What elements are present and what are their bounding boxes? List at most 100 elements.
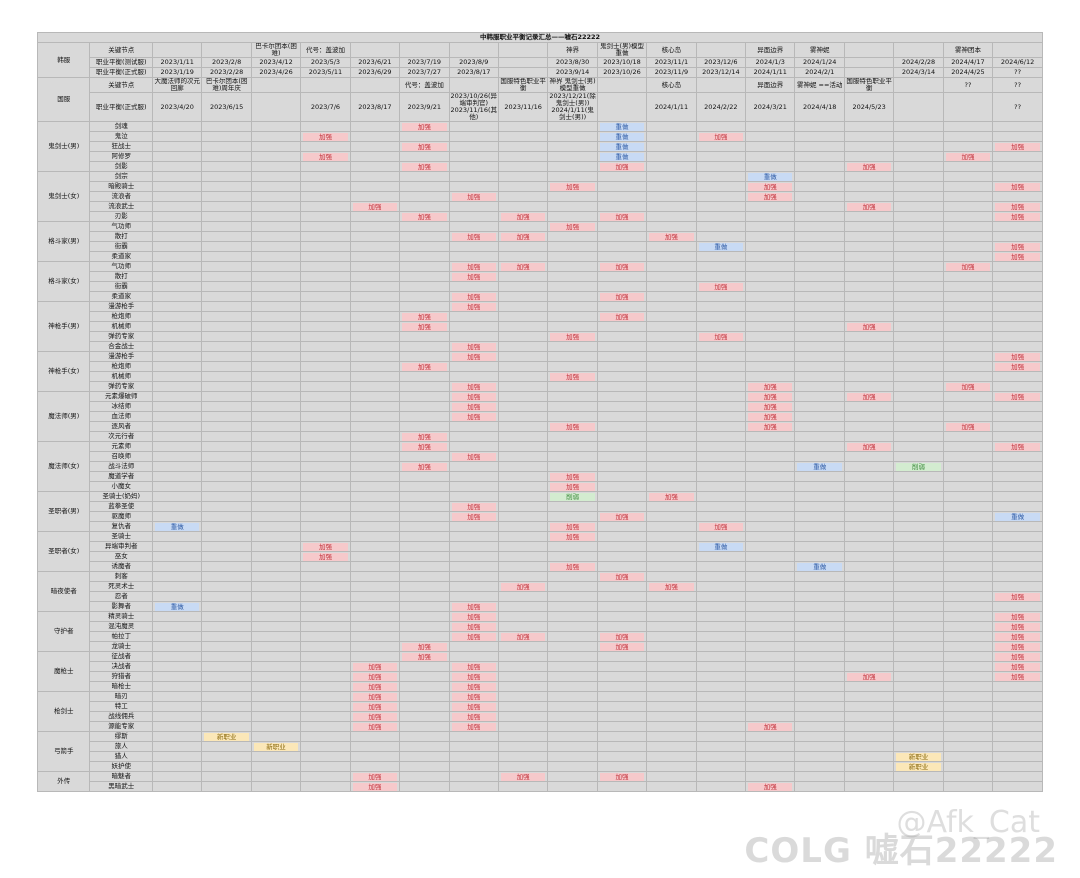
change-cell: [893, 131, 944, 142]
change-badge-buff: 加强: [846, 442, 892, 451]
change-cell: [794, 471, 845, 482]
change-cell: [448, 281, 499, 292]
change-cell: [349, 741, 401, 752]
change-badge-new: 新职业: [204, 732, 249, 741]
change-badge-buff: 加强: [748, 382, 793, 391]
table-row: 散打 加强: [38, 271, 1043, 282]
change-cell: 加强: [992, 591, 1043, 602]
change-cell: [300, 211, 351, 222]
change-cell: [596, 621, 648, 632]
change-badge-buff: 加强: [846, 392, 892, 401]
table-row: 流浪者 加强 加强: [38, 191, 1043, 202]
korea-test-cell: 2023/5/3: [300, 57, 351, 68]
change-badge-buff: 加强: [599, 572, 645, 581]
change-cell: [300, 381, 351, 392]
change-cell: [695, 221, 747, 232]
korea-node-cell: [349, 42, 401, 58]
change-cell: [300, 471, 351, 482]
table-row: 弹药专家 加强 加强 加强: [38, 381, 1043, 392]
change-cell: [942, 391, 994, 402]
change-cell: [893, 601, 944, 612]
change-cell: [497, 651, 549, 662]
change-cell: [300, 591, 351, 602]
change-cell: 加强: [448, 411, 499, 422]
change-cell: [843, 521, 895, 532]
table-row: 特工 加强 加强: [38, 701, 1043, 712]
change-cell: [300, 671, 351, 682]
change-cell: [646, 411, 697, 422]
change-cell: [399, 391, 450, 402]
table-row: 旅人 新职业: [38, 741, 1043, 752]
change-cell: [695, 381, 747, 392]
change-cell: [201, 711, 252, 722]
job-name: 柔道家: [89, 291, 153, 302]
change-cell: [151, 451, 203, 462]
change-cell: [497, 361, 549, 372]
change-cell: [547, 771, 598, 782]
change-cell: [151, 121, 203, 132]
change-cell: [596, 371, 648, 382]
change-cell: [201, 181, 252, 192]
change-badge-buff: 加强: [500, 212, 546, 221]
change-badge-new: 新职业: [253, 742, 299, 751]
change-cell: [992, 311, 1043, 322]
table-row: 神枪手(男) 漫游枪手 加强: [36, 301, 1043, 352]
china-node-cell: [448, 77, 499, 93]
change-cell: [843, 541, 895, 552]
change-cell: [843, 571, 895, 582]
china-formal-cell: [942, 92, 994, 122]
change-cell: [201, 271, 252, 282]
change-cell: [547, 411, 598, 422]
change-badge-buff: 加强: [995, 212, 1040, 221]
change-cell: [151, 301, 203, 312]
change-cell: [300, 741, 351, 752]
change-badge-nerf: 削弱: [896, 462, 941, 471]
change-cell: [942, 281, 994, 292]
change-cell: [596, 701, 648, 712]
change-cell: [893, 431, 944, 442]
change-cell: [646, 691, 697, 702]
change-cell: [201, 621, 252, 632]
change-badge-buff: 加强: [352, 682, 398, 691]
change-cell: [646, 621, 697, 632]
change-cell: [250, 151, 302, 162]
change-cell: [745, 641, 796, 652]
change-cell: [843, 421, 895, 432]
change-cell: [151, 201, 203, 212]
change-cell: [547, 231, 598, 242]
change-cell: [794, 781, 845, 792]
change-cell: [151, 651, 203, 662]
china-formal-cell: [596, 92, 648, 122]
change-cell: [745, 731, 796, 742]
table-row: 弹药专家 加强 加强: [38, 331, 1043, 342]
job-name: 鬼泣: [89, 131, 153, 142]
change-cell: [300, 361, 351, 372]
change-cell: [794, 261, 845, 272]
change-cell: [448, 141, 499, 152]
class-group-label: 神枪手(女): [36, 351, 91, 392]
change-cell: [893, 351, 944, 362]
change-cell: [695, 461, 747, 472]
change-cell: [547, 721, 598, 732]
change-cell: [596, 171, 648, 182]
korea-test-cell: 2024/2/28: [893, 57, 944, 68]
korea-node-cell: [497, 42, 549, 58]
change-badge-nerf: 削弱: [550, 492, 595, 501]
korea-node-cell: 核心岛: [646, 42, 697, 58]
change-cell: [942, 741, 994, 752]
change-cell: [497, 761, 549, 772]
change-cell: [942, 461, 994, 472]
change-cell: [300, 611, 351, 622]
change-badge-buff: 加强: [500, 262, 546, 271]
table-row: 龙骑士 加强 加强 加强: [38, 641, 1043, 652]
change-cell: [893, 281, 944, 292]
watermark-brand: COLG 嘘石22222: [744, 831, 1058, 871]
change-cell: [151, 231, 203, 242]
change-cell: [497, 621, 549, 632]
change-badge-buff: 加强: [995, 612, 1040, 621]
change-cell: [646, 741, 697, 752]
change-cell: [349, 161, 401, 172]
china-node-cell: 神界 鬼剑士(男)模型重做: [547, 77, 598, 93]
table-row: 枪炮师 加强 加强: [38, 311, 1043, 322]
change-cell: [596, 711, 648, 722]
